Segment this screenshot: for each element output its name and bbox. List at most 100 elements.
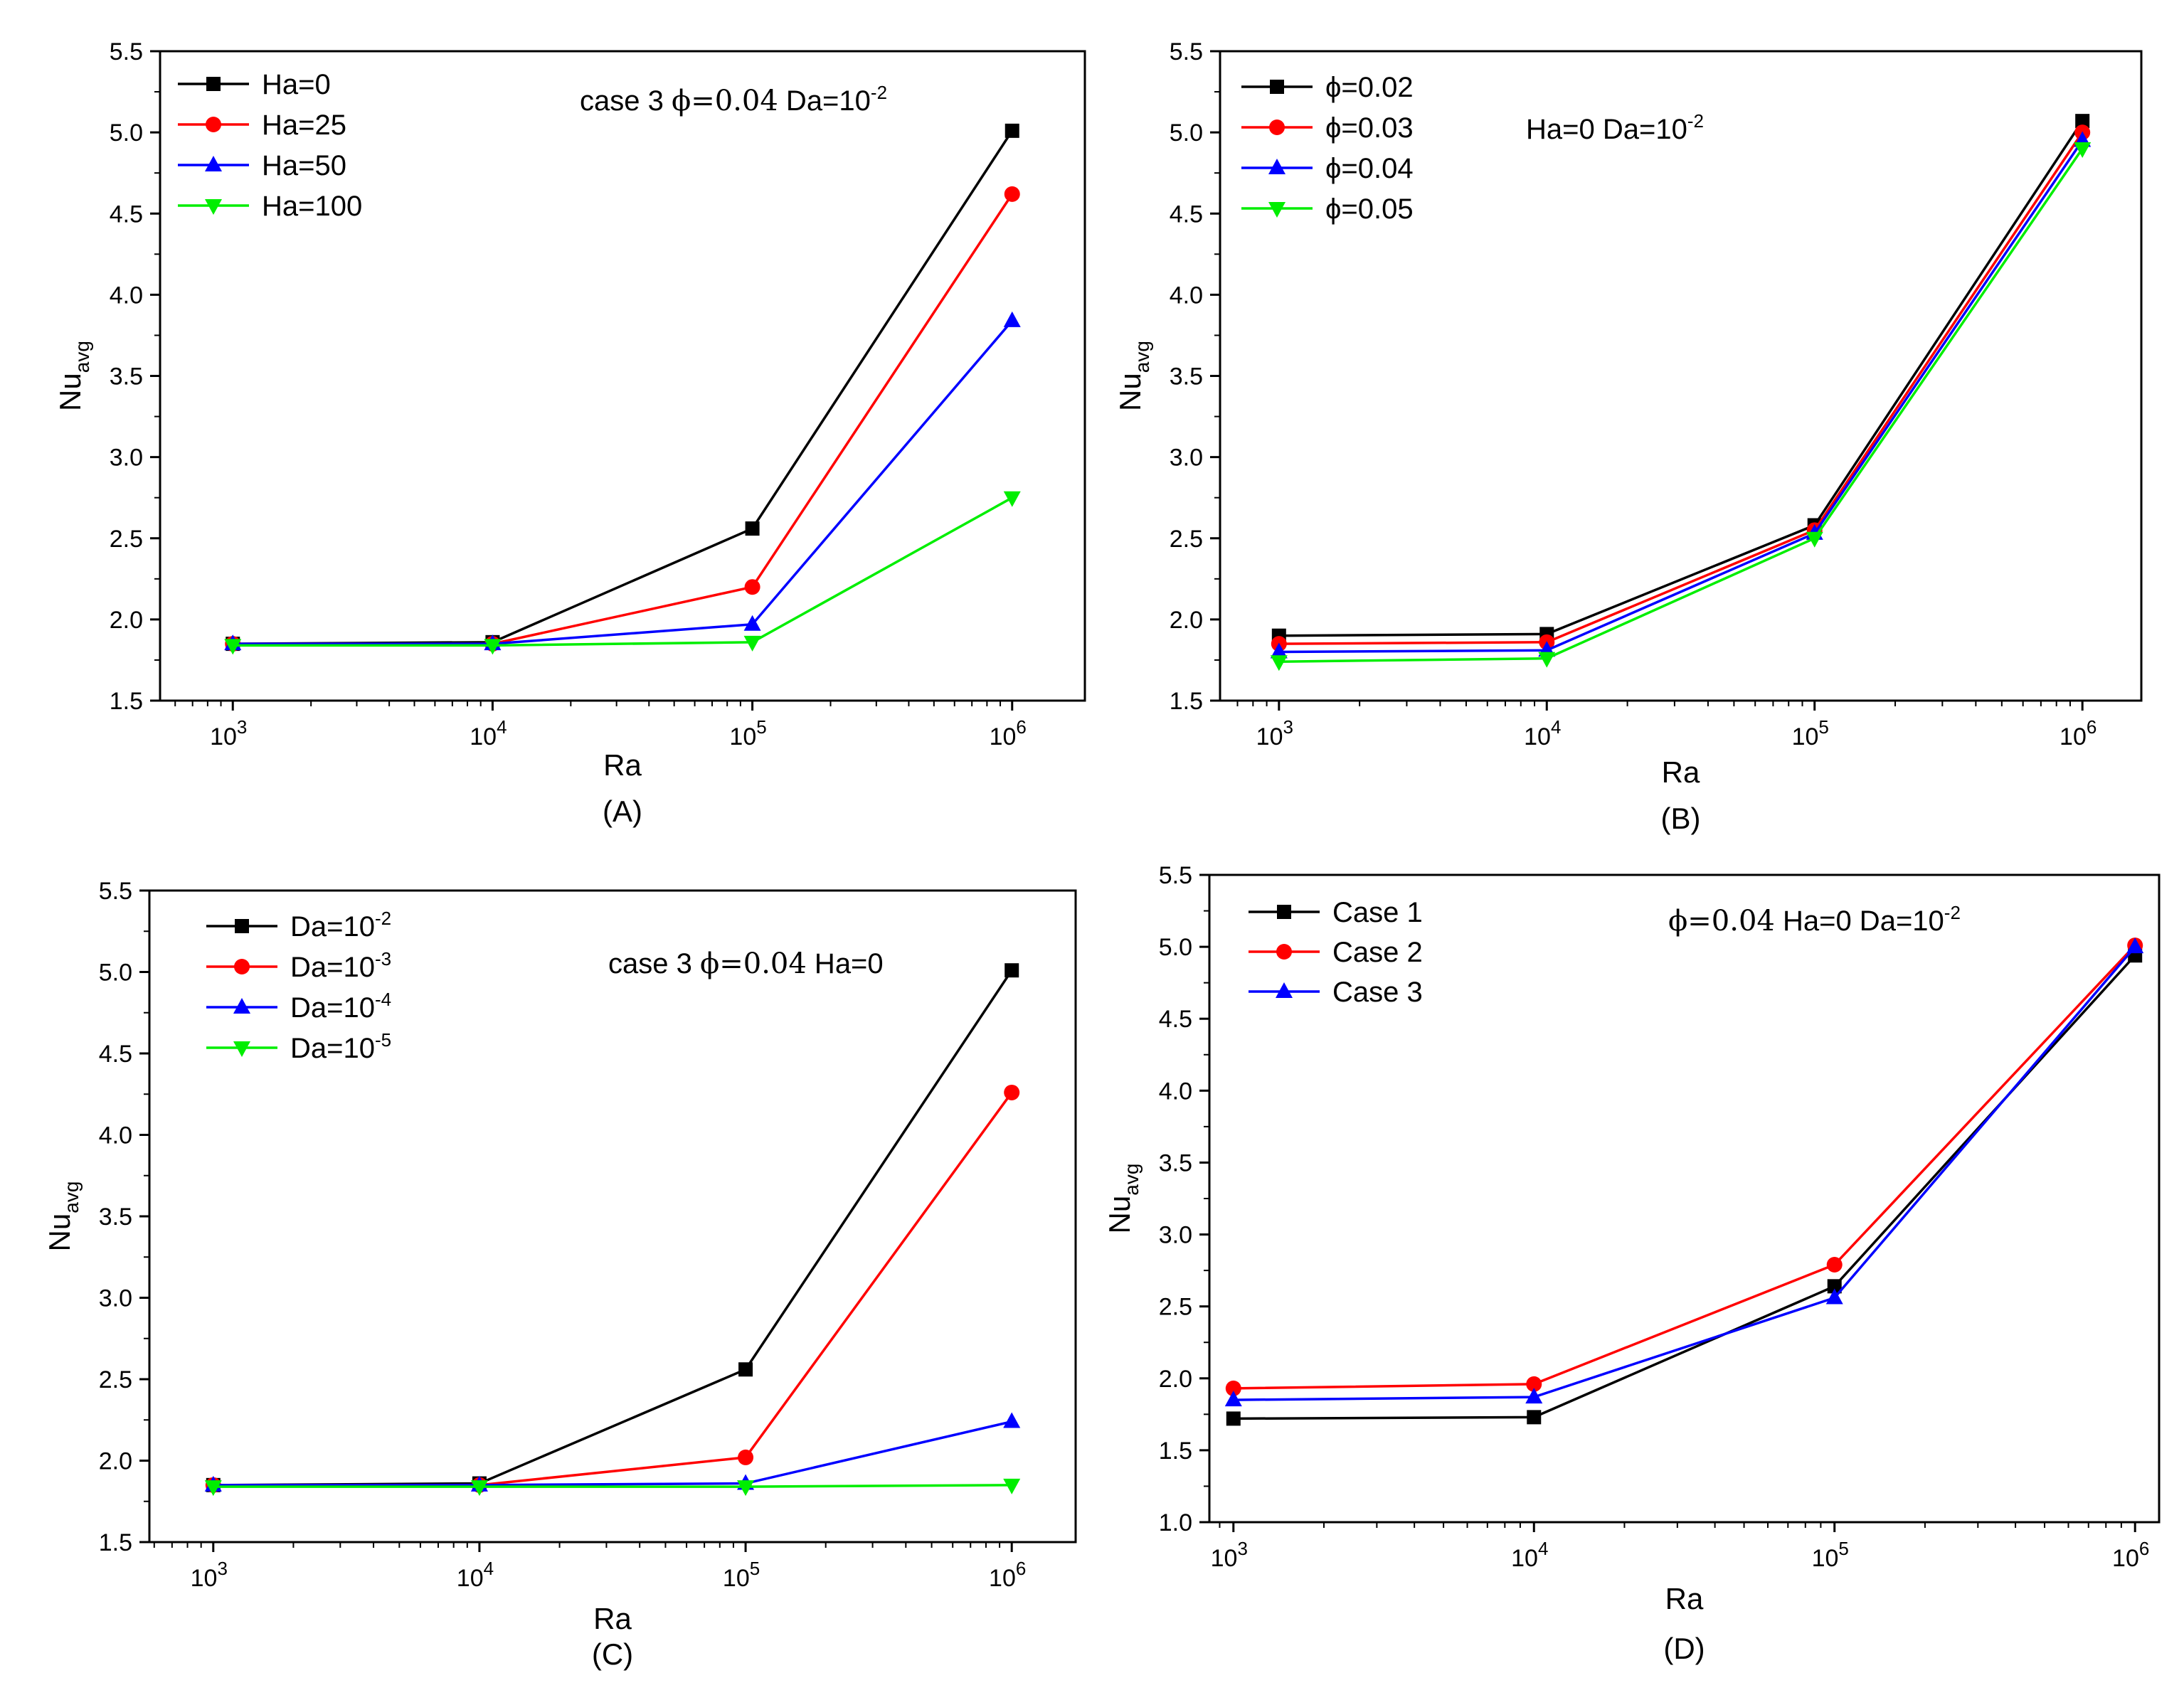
legend-label: Da=10-4 xyxy=(290,989,391,1024)
legend-label: Ha=0 xyxy=(262,69,331,100)
panel-a: 1.5 2.0 2.5 3.0 3.5 4.0 4.5 5.0 5.5 103 104 105 106 R… xyxy=(53,38,1086,828)
legend-label: Case 1 xyxy=(1332,897,1423,928)
y-tick-label: 3.5 xyxy=(1159,1149,1192,1176)
data-point xyxy=(204,1480,222,1497)
x-tick-label: 105 xyxy=(1812,1538,1849,1572)
y-tick-label: 5.5 xyxy=(110,38,143,65)
data-point xyxy=(737,1480,755,1497)
series-line xyxy=(1233,945,2136,1401)
legend-marker xyxy=(1268,159,1286,174)
y-tick-label: 4.0 xyxy=(110,282,143,309)
y-tick-label: 1.5 xyxy=(99,1529,132,1556)
y-tick-label: 4.5 xyxy=(99,1041,132,1068)
series-line xyxy=(1233,944,2136,1390)
data-point xyxy=(224,639,242,655)
series-3 xyxy=(1224,937,2144,1407)
panel-label: (D) xyxy=(1663,1632,1705,1665)
data-point xyxy=(1526,1376,1542,1392)
legend-label: Ha=100 xyxy=(262,191,362,222)
y-tick-label: 4.5 xyxy=(110,201,143,228)
legend-marker xyxy=(206,117,221,132)
data-point xyxy=(1003,311,1021,327)
x-axis-label: Ra xyxy=(1665,1582,1704,1615)
y-tick-label: 5.0 xyxy=(110,119,143,147)
y-tick-label: 3.5 xyxy=(1170,363,1203,391)
y-tick-label: 4.5 xyxy=(1159,1006,1192,1033)
y-axis-label: Nuavg xyxy=(1103,1164,1143,1234)
y-tick-label: 4.5 xyxy=(1170,201,1203,228)
series-3 xyxy=(204,1412,1021,1492)
data-point xyxy=(1826,1257,1843,1273)
y-tick-label: 3.0 xyxy=(110,445,143,472)
y-tick-label: 2.0 xyxy=(110,607,143,634)
legend-label: ϕ=0.02 xyxy=(1325,72,1414,103)
x-tick-label: 105 xyxy=(723,1558,760,1592)
panel-b: 1.5 2.0 2.5 3.0 3.5 4.0 4.5 5.0 5.5 103 104 105 106 R… xyxy=(1113,38,2143,835)
data-point xyxy=(2074,142,2092,158)
series-line xyxy=(1278,132,2084,645)
x-tick-label: 105 xyxy=(1792,716,1829,750)
legend: ϕ=0.02 ϕ=0.03 ϕ=0.04 ϕ=0.05 xyxy=(1241,72,1414,225)
x-axis-label: Ra xyxy=(1662,755,1700,789)
panel-c: 1.5 2.0 2.5 3.0 3.5 4.0 4.5 5.0 5.5 103 104 105 106 R… xyxy=(43,878,1077,1671)
legend-label: Da=10-5 xyxy=(290,1029,391,1064)
series-line xyxy=(213,1484,1012,1488)
annotation: case 3 ϕ=0.04 Da=10-2 xyxy=(580,82,887,117)
legend-marker xyxy=(233,1041,250,1057)
data-point xyxy=(1004,963,1019,978)
x-tick-label: 103 xyxy=(191,1558,228,1592)
series-4 xyxy=(224,491,1021,655)
y-tick-label: 5.5 xyxy=(1159,862,1192,889)
y-axis-label: Nuavg xyxy=(1113,341,1153,411)
data-point xyxy=(1270,655,1288,671)
plot-frame xyxy=(1208,873,2161,1524)
y-tick-label: 5.0 xyxy=(1159,934,1192,961)
legend-marker xyxy=(235,919,249,933)
data-point xyxy=(1527,1410,1542,1425)
data-point xyxy=(1003,1412,1021,1428)
series-line xyxy=(213,1420,1012,1487)
legend: Case 1 Case 2 Case 3 xyxy=(1249,897,1423,1008)
legend-marker xyxy=(205,199,222,215)
data-point xyxy=(1806,531,1823,548)
data-point xyxy=(1226,1411,1241,1426)
panel-label: (C) xyxy=(592,1637,633,1671)
panel-label: (B) xyxy=(1661,802,1701,835)
annotation: ϕ=0.04 Ha=0 Da=10-2 xyxy=(1668,902,1961,937)
y-tick-label: 2.5 xyxy=(1159,1294,1192,1321)
legend-label: ϕ=0.03 xyxy=(1325,112,1414,144)
x-tick-label: 106 xyxy=(2112,1538,2149,1572)
data-point xyxy=(1538,652,1556,668)
y-tick-label: 1.5 xyxy=(1159,1438,1192,1465)
legend-label: Case 3 xyxy=(1332,977,1423,1008)
panel-label: (A) xyxy=(603,795,642,828)
data-point xyxy=(1525,1388,1543,1404)
legend-marker xyxy=(233,998,250,1014)
data-point xyxy=(1225,1380,1241,1396)
annotation: case 3 ϕ=0.04 Ha=0 xyxy=(608,947,884,980)
y-tick-label: 1.0 xyxy=(1159,1509,1192,1536)
data-point xyxy=(1827,1279,1842,1294)
data-point xyxy=(1004,123,1019,138)
data-point xyxy=(738,1362,753,1377)
legend-marker xyxy=(1277,905,1291,919)
y-tick-label: 3.0 xyxy=(99,1285,132,1312)
data-point xyxy=(743,635,761,652)
legend-label: Ha=25 xyxy=(262,110,346,141)
legend-label: Case 2 xyxy=(1332,937,1423,968)
x-tick-label: 103 xyxy=(1256,716,1293,750)
legend-marker xyxy=(205,156,222,171)
x-tick-label: 103 xyxy=(1211,1538,1248,1572)
y-tick-label: 2.5 xyxy=(99,1366,132,1393)
y-axis-label: Nuavg xyxy=(53,341,93,411)
series-line xyxy=(1278,139,2084,654)
y-axis-label: Nuavg xyxy=(43,1181,83,1252)
y-tick-label: 5.5 xyxy=(1170,38,1203,65)
x-tick-label: 104 xyxy=(470,716,507,750)
data-point xyxy=(1003,1478,1021,1494)
series-line xyxy=(1278,147,2084,663)
y-tick-label: 5.5 xyxy=(99,878,132,905)
y-tick-label: 2.0 xyxy=(1170,607,1203,634)
x-axis-label: Ra xyxy=(593,1602,632,1635)
